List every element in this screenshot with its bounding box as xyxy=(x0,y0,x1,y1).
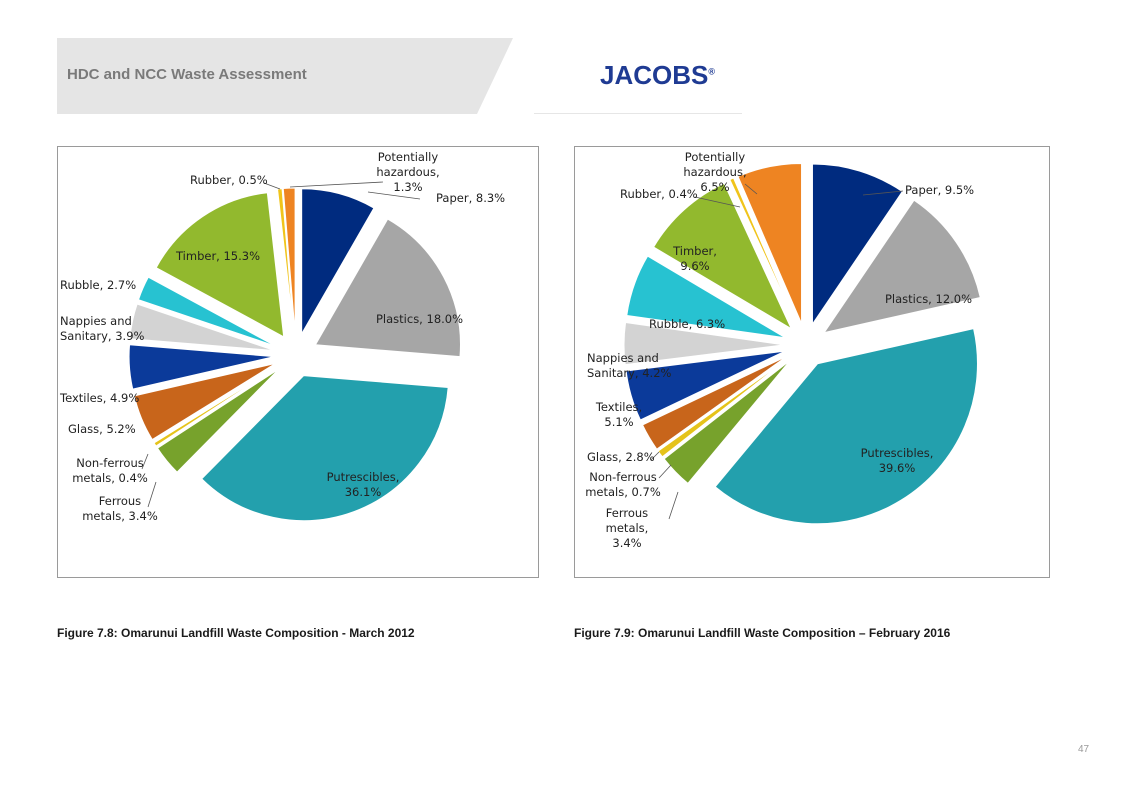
leader-line-glass xyxy=(650,451,660,461)
pie-slice-nappies-and-sanitary xyxy=(129,303,275,352)
logo-text: JACOBS xyxy=(600,60,709,90)
data-label-paper: Paper, 8.3% xyxy=(436,191,505,205)
figure-caption-2016: Figure 7.9: Omarunui Landfill Waste Comp… xyxy=(574,626,951,640)
page-number: 47 xyxy=(1078,744,1090,755)
figure-caption-2012: Figure 7.8: Omarunui Landfill Waste Comp… xyxy=(57,626,415,640)
data-label-non-ferrous-metals: Non-ferrous metals, 0.7% xyxy=(585,470,661,499)
pie-slice-rubber xyxy=(729,177,798,326)
pie-slice-nappies-and-sanitary xyxy=(623,321,785,366)
pie-slice-ferrous-metals xyxy=(663,359,791,485)
pie-chart-2012-svg: Paper, 8.3% Plastics, 18.0% Putrescibles, 3… xyxy=(59,150,505,523)
pie-slice-rubble xyxy=(137,276,277,347)
data-label-putrescibles: Putrescibles, 39.6% xyxy=(861,446,934,475)
document-title: HDC and NCC Waste Assessment xyxy=(67,66,307,83)
pie-slice-paper xyxy=(301,188,375,336)
data-label-glass: Glass, 5.2% xyxy=(68,422,136,436)
pie-chart-2016: Paper, 9.5% Plastics, 12.0% Putrescibles, 3… xyxy=(574,146,1050,578)
pie-slice-plastics xyxy=(314,218,461,358)
pie-slice-rubble xyxy=(626,255,786,339)
data-label-paper: Paper, 9.5% xyxy=(905,183,974,197)
leader-line-potentially-hazardous xyxy=(289,181,384,188)
data-label-potentially-hazardous: Potentially hazardous, 1.3% xyxy=(376,150,439,194)
data-label-putrescibles: Putrescibles, 36.1% xyxy=(327,470,400,499)
pie-slice-timber xyxy=(652,182,793,330)
data-label-textiles: Textiles, 4.9% xyxy=(59,391,139,405)
pie-slice-non-ferrous-metals xyxy=(153,366,278,447)
data-label-ferrous-metals: Ferrous metals, 3.4% xyxy=(82,494,158,523)
data-label-rubble: Rubble, 6.3% xyxy=(649,317,725,331)
pie-slice-timber xyxy=(155,192,285,338)
leader-line-ferrous-metals xyxy=(147,481,157,508)
jacobs-logo: JACOBS® xyxy=(600,60,715,91)
pie-slice-non-ferrous-metals xyxy=(657,357,789,458)
data-label-timber: Timber, 9.6% xyxy=(672,244,717,273)
pie-chart-2016-svg: Paper, 9.5% Plastics, 12.0% Putrescibles, 3… xyxy=(585,150,981,550)
leader-line-paper xyxy=(367,191,421,200)
header-band xyxy=(57,38,513,114)
logo-underline xyxy=(534,113,742,114)
pie-slice-putrescibles xyxy=(201,375,449,522)
pie-slice-paper xyxy=(811,163,904,326)
leader-line-non-ferrous-metals xyxy=(658,464,672,479)
pie-slice-glass xyxy=(133,362,276,441)
leader-line-non-ferrous-metals xyxy=(141,453,149,470)
pie-slice-potentially-hazardous xyxy=(282,187,296,334)
header-band-shape xyxy=(57,38,513,114)
logo-registered-mark: ® xyxy=(708,66,715,77)
pie-slice-glass xyxy=(641,355,788,450)
leader-line-paper xyxy=(862,190,904,196)
leader-line-ferrous-metals xyxy=(668,491,679,520)
data-label-timber: Timber, 15.3% xyxy=(175,249,260,263)
data-label-rubber: Rubber, 0.4% xyxy=(620,187,698,201)
data-label-non-ferrous-metals: Non-ferrous metals, 0.4% xyxy=(72,456,148,485)
data-label-rubber: Rubber, 0.5% xyxy=(190,173,268,187)
pie-slice-putrescibles xyxy=(714,328,978,525)
leader-line-rubber xyxy=(694,196,741,208)
data-label-potentially-hazardous: Potentially hazardous, 6.5% xyxy=(683,150,746,194)
data-label-rubble: Rubble, 2.7% xyxy=(60,278,136,292)
pie-slice-textiles xyxy=(625,350,786,421)
pie-slice-ferrous-metals xyxy=(156,368,280,473)
data-label-glass: Glass, 2.8% xyxy=(587,450,655,464)
data-label-ferrous-metals: Ferrous metals, 3.4% xyxy=(606,506,649,550)
leader-line-potentially-hazardous xyxy=(744,183,758,195)
pie-slice-textiles xyxy=(128,344,275,390)
pie-chart-2012: Paper, 8.3% Plastics, 18.0% Putrescibles, 3… xyxy=(57,146,539,578)
data-label-nappies-and-sanitary: Nappies and Sanitary, 3.9% xyxy=(60,314,145,343)
pie-slice-plastics xyxy=(823,199,981,334)
data-label-textiles: Textiles, 5.1% xyxy=(595,400,642,429)
data-label-plastics: Plastics, 18.0% xyxy=(376,312,463,326)
data-label-nappies-and-sanitary: Nappies and Sanitary, 4.2% xyxy=(587,351,672,380)
leader-line-rubber xyxy=(263,182,281,190)
data-label-plastics: Plastics, 12.0% xyxy=(885,292,972,306)
pie-slice-potentially-hazardous xyxy=(737,162,803,324)
